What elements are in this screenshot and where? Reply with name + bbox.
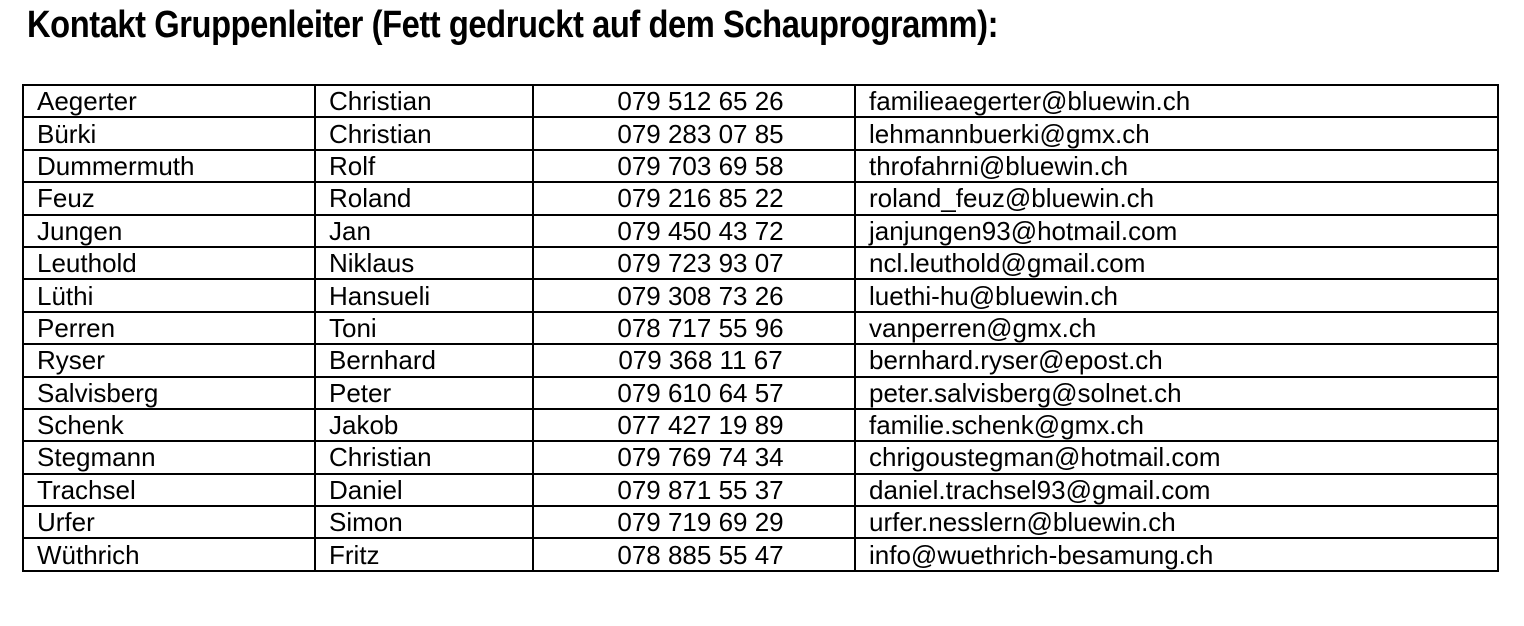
page-title: Kontakt Gruppenleiter (Fett gedruckt auf… — [27, 4, 999, 46]
firstname-cell: Christian — [314, 440, 534, 475]
phone-cell: 079 216 85 22 — [532, 181, 856, 216]
lastname-cell: Bürki — [22, 116, 316, 151]
table-row: Ryser Bernhard 079 368 11 67 bernhard.ry… — [22, 343, 1499, 378]
email-cell: peter.salvisberg@solnet.ch — [854, 375, 1499, 410]
phone-cell: 079 512 65 26 — [532, 83, 856, 119]
table-row: Trachsel Daniel 079 871 55 37 daniel.tra… — [22, 472, 1499, 508]
phone-cell: 079 450 43 72 — [532, 213, 856, 248]
phone-cell: 078 717 55 96 — [532, 310, 856, 346]
firstname-cell: Jan — [314, 213, 534, 248]
lastname-cell: Feuz — [22, 181, 316, 216]
firstname-cell: Peter — [314, 375, 534, 410]
table-row: Feuz Roland 079 216 85 22 roland_feuz@bl… — [22, 181, 1499, 216]
lastname-cell: Stegmann — [22, 440, 316, 475]
table-row: Jungen Jan 079 450 43 72 janjungen93@hot… — [22, 213, 1499, 248]
email-cell: luethi-hu@bluewin.ch — [854, 278, 1499, 313]
phone-cell: 079 723 93 07 — [532, 245, 856, 281]
table-row: Schenk Jakob 077 427 19 89 familie.schen… — [22, 407, 1499, 443]
firstname-cell: Bernhard — [314, 343, 534, 378]
table-row: Perren Toni 078 717 55 96 vanperren@gmx.… — [22, 310, 1499, 346]
firstname-cell: Hansueli — [314, 278, 534, 313]
lastname-cell: Ryser — [22, 343, 316, 378]
lastname-cell: Leuthold — [22, 245, 316, 281]
email-cell: ncl.leuthold@gmail.com — [854, 245, 1499, 281]
table-row: Aegerter Christian 079 512 65 26 familie… — [22, 83, 1499, 119]
phone-cell: 079 719 69 29 — [532, 505, 856, 540]
email-cell: lehmannbuerki@gmx.ch — [854, 116, 1499, 151]
email-cell: info@wuethrich-besamung.ch — [854, 537, 1499, 572]
phone-cell: 078 885 55 47 — [532, 537, 856, 572]
table-row: Dummermuth Rolf 079 703 69 58 throfahrni… — [22, 148, 1499, 184]
contact-table: Aegerter Christian 079 512 65 26 familie… — [22, 83, 1499, 572]
lastname-cell: Dummermuth — [22, 148, 316, 184]
firstname-cell: Simon — [314, 505, 534, 540]
lastname-cell: Urfer — [22, 505, 316, 540]
lastname-cell: Schenk — [22, 407, 316, 443]
firstname-cell: Rolf — [314, 148, 534, 184]
phone-cell: 079 283 07 85 — [532, 116, 856, 151]
phone-cell: 079 769 74 34 — [532, 440, 856, 475]
contact-table-body: Aegerter Christian 079 512 65 26 familie… — [22, 83, 1499, 572]
table-row: Lüthi Hansueli 079 308 73 26 luethi-hu@b… — [22, 278, 1499, 313]
email-cell: bernhard.ryser@epost.ch — [854, 343, 1499, 378]
table-row: Urfer Simon 079 719 69 29 urfer.nesslern… — [22, 505, 1499, 540]
firstname-cell: Christian — [314, 116, 534, 151]
lastname-cell: Jungen — [22, 213, 316, 248]
lastname-cell: Lüthi — [22, 278, 316, 313]
firstname-cell: Fritz — [314, 537, 534, 572]
email-cell: chrigoustegman@hotmail.com — [854, 440, 1499, 475]
email-cell: vanperren@gmx.ch — [854, 310, 1499, 346]
phone-cell: 079 308 73 26 — [532, 278, 856, 313]
firstname-cell: Toni — [314, 310, 534, 346]
email-cell: familie.schenk@gmx.ch — [854, 407, 1499, 443]
table-row: Leuthold Niklaus 079 723 93 07 ncl.leuth… — [22, 245, 1499, 281]
lastname-cell: Trachsel — [22, 472, 316, 508]
table-row: Wüthrich Fritz 078 885 55 47 info@wuethr… — [22, 537, 1499, 572]
lastname-cell: Aegerter — [22, 83, 316, 119]
phone-cell: 079 610 64 57 — [532, 375, 856, 410]
lastname-cell: Salvisberg — [22, 375, 316, 410]
firstname-cell: Daniel — [314, 472, 534, 508]
lastname-cell: Wüthrich — [22, 537, 316, 572]
table-row: Stegmann Christian 079 769 74 34 chrigou… — [22, 440, 1499, 475]
table-row: Bürki Christian 079 283 07 85 lehmannbue… — [22, 116, 1499, 151]
email-cell: throfahrni@bluewin.ch — [854, 148, 1499, 184]
email-cell: daniel.trachsel93@gmail.com — [854, 472, 1499, 508]
firstname-cell: Niklaus — [314, 245, 534, 281]
email-cell: urfer.nesslern@bluewin.ch — [854, 505, 1499, 540]
phone-cell: 077 427 19 89 — [532, 407, 856, 443]
firstname-cell: Jakob — [314, 407, 534, 443]
table-row: Salvisberg Peter 079 610 64 57 peter.sal… — [22, 375, 1499, 410]
email-cell: familieaegerter@bluewin.ch — [854, 83, 1499, 119]
lastname-cell: Perren — [22, 310, 316, 346]
email-cell: roland_feuz@bluewin.ch — [854, 181, 1499, 216]
phone-cell: 079 368 11 67 — [532, 343, 856, 378]
firstname-cell: Roland — [314, 181, 534, 216]
firstname-cell: Christian — [314, 83, 534, 119]
phone-cell: 079 871 55 37 — [532, 472, 856, 508]
email-cell: janjungen93@hotmail.com — [854, 213, 1499, 248]
phone-cell: 079 703 69 58 — [532, 148, 856, 184]
